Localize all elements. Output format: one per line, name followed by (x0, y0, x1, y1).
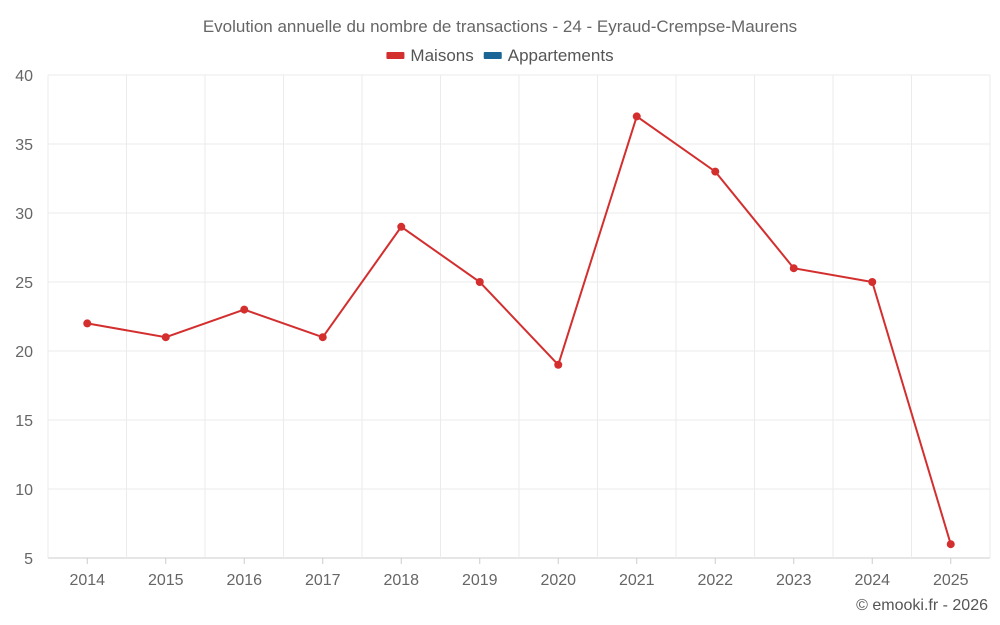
grid (47, 74, 991, 559)
legend-item-maisons[interactable]: Maisons (386, 46, 474, 65)
legend-swatch (483, 52, 502, 59)
data-point[interactable] (946, 540, 955, 549)
x-tick-label: 2024 (854, 572, 890, 589)
x-tick-label: 2021 (619, 572, 655, 589)
data-point[interactable] (83, 319, 92, 328)
x-tick-label: 2015 (148, 572, 184, 589)
data-point[interactable] (632, 112, 641, 121)
data-point[interactable] (475, 278, 484, 286)
y-tick-label: 5 (24, 551, 33, 568)
legend-label: Appartements (508, 46, 614, 65)
y-tick-label: 20 (15, 344, 33, 361)
x-tick-label: 2019 (462, 572, 498, 589)
data-point[interactable] (554, 360, 563, 369)
y-tick-label: 30 (15, 206, 33, 223)
x-tick-label: 2022 (697, 572, 733, 589)
series-layer (83, 112, 955, 549)
data-point[interactable] (868, 278, 877, 286)
legend[interactable]: Maisons Appartements (386, 46, 614, 65)
series-line-maisons (87, 114, 952, 545)
legend-swatch (386, 52, 405, 59)
data-point[interactable] (161, 333, 170, 342)
y-tick-label: 15 (15, 413, 33, 430)
y-tick-label: 10 (15, 482, 33, 499)
x-tick-label: 2017 (305, 572, 341, 589)
credit-text: © emooki.fr - 2026 (856, 597, 988, 614)
y-tick-label: 25 (15, 275, 33, 292)
x-tick-label: 2018 (383, 572, 419, 589)
x-tick-label: 2020 (540, 572, 576, 589)
data-point[interactable] (789, 264, 798, 273)
data-point[interactable] (711, 167, 720, 176)
data-point[interactable] (318, 333, 327, 342)
legend-label: Maisons (410, 46, 473, 65)
chart-title: Evolution annuelle du nombre de transact… (203, 17, 797, 36)
data-point[interactable] (240, 305, 249, 314)
data-point[interactable] (397, 222, 406, 231)
x-tick-label: 2016 (226, 572, 262, 589)
x-tick-label: 2014 (69, 572, 105, 589)
x-tick-label: 2025 (933, 572, 969, 589)
x-tick-label: 2023 (776, 572, 812, 589)
y-tick-label: 35 (15, 137, 33, 154)
y-tick-label: 40 (15, 68, 33, 85)
legend-item-appartements[interactable]: Appartements (483, 46, 614, 65)
